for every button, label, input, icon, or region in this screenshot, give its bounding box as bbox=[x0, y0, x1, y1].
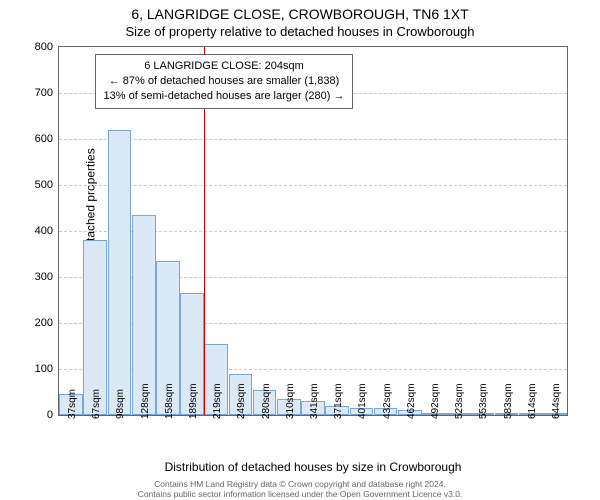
footer-line-1: Contains HM Land Registry data © Crown c… bbox=[0, 479, 600, 489]
info-box: 6 LANGRIDGE CLOSE: 204sqm ← 87% of detac… bbox=[95, 54, 354, 109]
x-tick-label: 310sqm bbox=[285, 383, 296, 419]
x-tick-label: 341sqm bbox=[309, 383, 320, 419]
x-tick-label: 432sqm bbox=[382, 383, 393, 419]
x-tick-label: 280sqm bbox=[261, 383, 272, 419]
x-tick-label: 553sqm bbox=[478, 383, 489, 419]
x-tick-label: 219sqm bbox=[212, 383, 223, 419]
y-tick-label: 100 bbox=[35, 363, 53, 375]
x-axis-label: Distribution of detached houses by size … bbox=[58, 460, 568, 474]
x-tick-label: 249sqm bbox=[236, 383, 247, 419]
x-tick-label: 158sqm bbox=[164, 383, 175, 419]
y-tick-label: 0 bbox=[47, 409, 53, 421]
x-tick-label: 401sqm bbox=[357, 383, 368, 419]
bar bbox=[108, 130, 132, 415]
title-line-1: 6, LANGRIDGE CLOSE, CROWBOROUGH, TN6 1XT bbox=[0, 6, 600, 24]
y-tick-label: 300 bbox=[35, 271, 53, 283]
chart-title-block: 6, LANGRIDGE CLOSE, CROWBOROUGH, TN6 1XT… bbox=[0, 0, 600, 40]
x-tick-label: 462sqm bbox=[406, 383, 417, 419]
x-tick-label: 67sqm bbox=[91, 389, 102, 419]
x-tick-label: 583sqm bbox=[503, 383, 514, 419]
x-tick-label: 492sqm bbox=[430, 383, 441, 419]
footer-line-2: Contains public sector information licen… bbox=[0, 489, 600, 499]
y-tick-label: 800 bbox=[35, 41, 53, 53]
info-line-3: 13% of semi-detached houses are larger (… bbox=[104, 89, 345, 104]
y-tick-label: 500 bbox=[35, 179, 53, 191]
y-tick-label: 700 bbox=[35, 87, 53, 99]
x-tick-label: 128sqm bbox=[140, 383, 151, 419]
x-tick-label: 614sqm bbox=[527, 383, 538, 419]
info-line-1: 6 LANGRIDGE CLOSE: 204sqm bbox=[104, 59, 345, 74]
x-tick-label: 523sqm bbox=[454, 383, 465, 419]
y-tick-label: 400 bbox=[35, 225, 53, 237]
x-tick-label: 644sqm bbox=[551, 383, 562, 419]
plot-area: 6 LANGRIDGE CLOSE: 204sqm ← 87% of detac… bbox=[58, 46, 568, 416]
y-tick-label: 200 bbox=[35, 317, 53, 329]
x-tick-label: 37sqm bbox=[67, 389, 78, 419]
chart-outer: Number of detached properties 6 LANGRIDG… bbox=[58, 46, 568, 416]
info-line-2: ← 87% of detached houses are smaller (1,… bbox=[104, 74, 345, 89]
x-tick-label: 98sqm bbox=[115, 389, 126, 419]
x-tick-label: 189sqm bbox=[188, 383, 199, 419]
title-line-2: Size of property relative to detached ho… bbox=[0, 24, 600, 40]
y-tick-label: 600 bbox=[35, 133, 53, 145]
x-tick-label: 371sqm bbox=[333, 383, 344, 419]
footer-attribution: Contains HM Land Registry data © Crown c… bbox=[0, 479, 600, 499]
